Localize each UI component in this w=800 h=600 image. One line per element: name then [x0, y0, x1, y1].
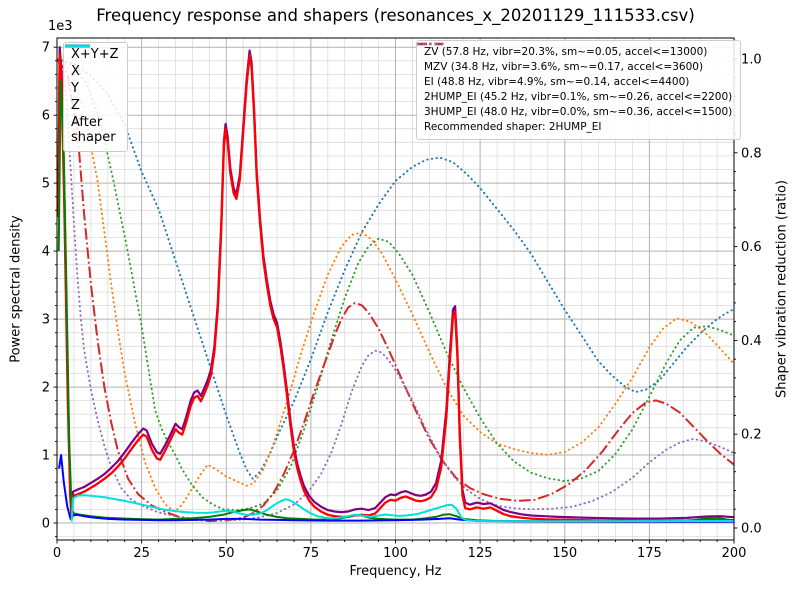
legend-item: 2HUMP_EI (45.2 Hz, vibr=0.1%, sm~=0.26, … [418, 42, 733, 105]
x-tick-label: 200 [722, 546, 747, 561]
y-right-tick-label: 0.6 [741, 240, 762, 255]
y-right-tick-label: 0.0 [741, 522, 762, 537]
y-right-tick-label: 1.0 [741, 53, 762, 68]
legend-label: Recommended shaper: 2HUMP_EI [424, 121, 602, 134]
y-right-tick-label: 0.8 [741, 146, 762, 161]
legend-label: 3HUMP_EI (48.0 Hz, vibr=0.0%, sm~=0.36, … [424, 106, 733, 119]
legend-item: Z [65, 44, 119, 115]
legend-label: Y [71, 81, 79, 97]
series-after-shaper [70, 494, 734, 523]
legend-label: ZV (57.8 Hz, vibr=20.3%, sm~=0.05, accel… [424, 46, 708, 59]
legend-label: MZV (34.8 Hz, vibr=3.6%, sm~=0.17, accel… [424, 61, 704, 74]
y-right-tick-label: 0.4 [741, 334, 762, 349]
legend-item: MZV (34.8 Hz, vibr=3.6%, sm~=0.17, accel… [417, 42, 732, 75]
x-axis-label: Frequency, Hz [349, 564, 442, 579]
legend-item: X [65, 44, 119, 81]
legend-label: 2HUMP_EI (45.2 Hz, vibr=0.1%, sm~=0.26, … [424, 91, 733, 104]
y-left-tick-label: 7 [42, 41, 50, 56]
y-right-tick-label: 0.2 [741, 428, 762, 443]
legend-item: 3HUMP_EI (48.0 Hz, vibr=0.0%, sm~=0.36, … [417, 42, 733, 120]
legend-item: EI (48.8 Hz, vibr=4.9%, sm~=0.14, accel<… [417, 42, 732, 90]
y-left-tick-label: 5 [42, 177, 50, 192]
y-left-tick-label: 0 [42, 517, 50, 532]
legend-label: EI (48.8 Hz, vibr=4.9%, sm~=0.14, accel<… [424, 76, 690, 89]
y-axis-offset-label: 1e3 [48, 19, 73, 34]
x-tick-label: 0 [53, 546, 61, 561]
y-left-tick-label: 6 [42, 109, 50, 124]
legend-item: Recommended shaper: 2HUMP_EI [424, 120, 732, 135]
legend-item: ZV (57.8 Hz, vibr=20.3%, sm~=0.05, accel… [417, 42, 732, 60]
x-tick-label: 50 [218, 546, 235, 561]
y-left-tick-label: 3 [42, 313, 50, 328]
x-tick-label: 25 [133, 546, 150, 561]
y-left-tick-label: 4 [42, 245, 50, 260]
legend-label: X [71, 64, 80, 80]
axis-ticks [53, 39, 738, 544]
legend-label: X+Y+Z [71, 47, 119, 63]
chart-title: Frequency response and shapers (resonanc… [96, 6, 695, 25]
legend-line-sample [65, 44, 90, 48]
x-tick-label: 75 [303, 546, 320, 561]
legend-label: After shaper [71, 115, 116, 145]
series-3hump-ei [57, 58, 734, 522]
legend-line-sample [417, 42, 444, 46]
y-left-tick-label: 2 [42, 381, 50, 396]
legend-line-sample [417, 41, 444, 47]
x-tick-label: 100 [383, 546, 408, 561]
series-mzv [57, 58, 734, 513]
legend-label: Z [71, 98, 80, 114]
y-left-tick-label: 1 [42, 449, 50, 464]
series-zv [57, 58, 734, 480]
legend-item: X+Y+Z [65, 44, 119, 64]
x-tick-label: 175 [637, 546, 662, 561]
legend-item: After shaper [65, 44, 119, 147]
series-x [57, 52, 734, 523]
y-axis-label-right: Shaper vibration reduction (ratio) [774, 180, 790, 398]
series-ei [57, 58, 734, 512]
x-tick-label: 150 [552, 546, 577, 561]
legend-shapers: ZV (57.8 Hz, vibr=20.3%, sm~=0.05, accel… [416, 40, 742, 140]
tick-labels: 0 25 50 75 100 125 150 175 200 0 1 2 3 4 5 6 7 0.0 0.2 0.4 0… [42, 41, 762, 561]
y-axis-label-left: Power spectral density [8, 215, 24, 363]
legend-item: Y [65, 44, 119, 98]
legend-psd: X+Y+Z X Y Z After shaper [63, 42, 128, 152]
x-tick-label: 125 [468, 546, 493, 561]
